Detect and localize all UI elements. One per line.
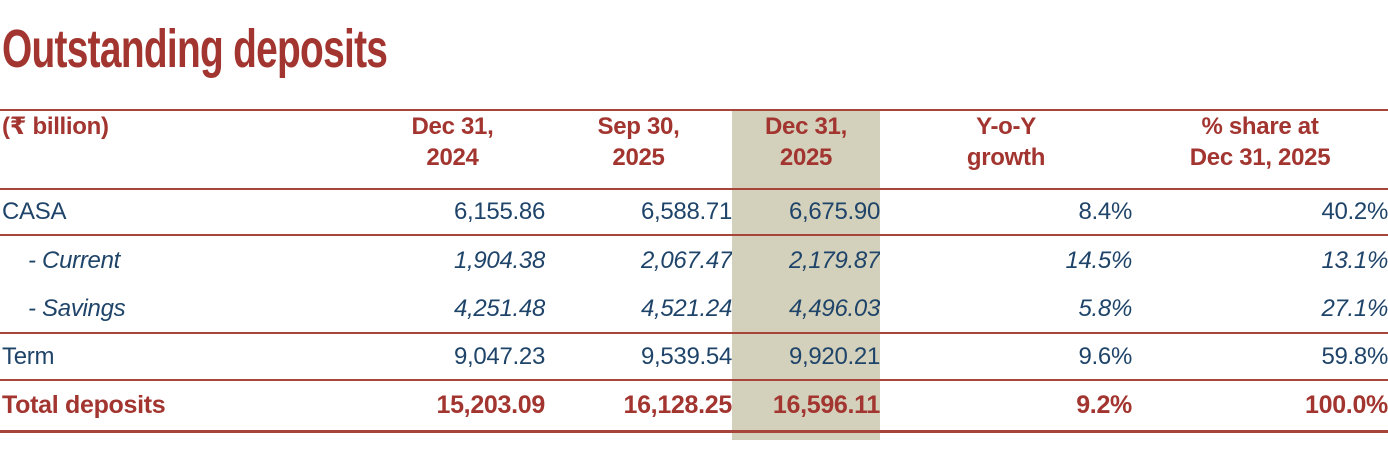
row-label: - Current [28,246,120,274]
cell-value: 6,155.86 [360,189,545,236]
cell-value: 13.1% [1321,246,1388,274]
total-value: 16,128.25 [545,380,732,433]
cell-value-highlighted: 4,496.03 [732,285,880,334]
cell-value: 5.8% [880,285,1132,334]
total-value-highlighted: 16,596.11 [732,380,880,433]
table-row-savings: - Savings 4,251.48 4,521.24 4,496.03 5.8… [0,285,1388,334]
cell-value: 1,904.38 [453,246,545,274]
table-row-term: Term 9,047.23 9,539.54 9,920.21 9.6% 59.… [0,333,1388,381]
table-row-current: - Current 1,904.38 2,067.47 2,179.87 14.… [0,235,1388,285]
cell-value-highlighted: 6,675.90 [732,189,880,236]
column-header-yoy-growth: Y-o-Y growth [880,110,1132,190]
column-header-sep-2025: Sep 30, 2025 [545,110,732,190]
column-header-pct-share: % share at Dec 31, 2025 [1132,110,1388,190]
cell-value: 14.5% [1065,246,1132,274]
column-header-dec-2025-highlighted: Dec 31, 2025 [732,110,880,190]
total-label: Total deposits [0,380,360,433]
header-row: (₹ billion) Dec 31, 2024 Sep 30, 2025 De… [0,110,1388,190]
deposits-table: (₹ billion) Dec 31, 2024 Sep 30, 2025 De… [0,109,1388,433]
cell-value: 9,539.54 [545,333,732,381]
unit-label: (₹ billion) [0,110,360,190]
total-value: 9.2% [880,380,1132,433]
page-title: Outstanding deposits [2,19,388,79]
cell-value: 40.2% [1132,189,1388,236]
row-label: CASA [0,189,360,236]
cell-value: 9,047.23 [360,333,545,381]
cell-value-highlighted: 2,179.87 [732,235,880,285]
total-value: 15,203.09 [360,380,545,433]
row-label: Term [0,333,360,381]
cell-value: 8.4% [880,189,1132,236]
total-value: 100.0% [1132,380,1388,433]
cell-value: 4,521.24 [545,285,732,334]
cell-value: 9.6% [880,333,1132,381]
table-row-casa: CASA 6,155.86 6,588.71 6,675.90 8.4% 40.… [0,189,1388,236]
cell-value-highlighted: 9,920.21 [732,333,880,381]
table-row-total: Total deposits 15,203.09 16,128.25 16,59… [0,380,1388,433]
highlight-column-overhang [732,433,880,440]
row-label: - Savings [0,285,360,334]
column-header-dec-2024: Dec 31, 2024 [360,110,545,190]
cell-value: 2,067.47 [640,246,732,274]
cell-value: 27.1% [1132,285,1388,334]
cell-value: 4,251.48 [360,285,545,334]
cell-value: 59.8% [1132,333,1388,381]
cell-value: 6,588.71 [545,189,732,236]
